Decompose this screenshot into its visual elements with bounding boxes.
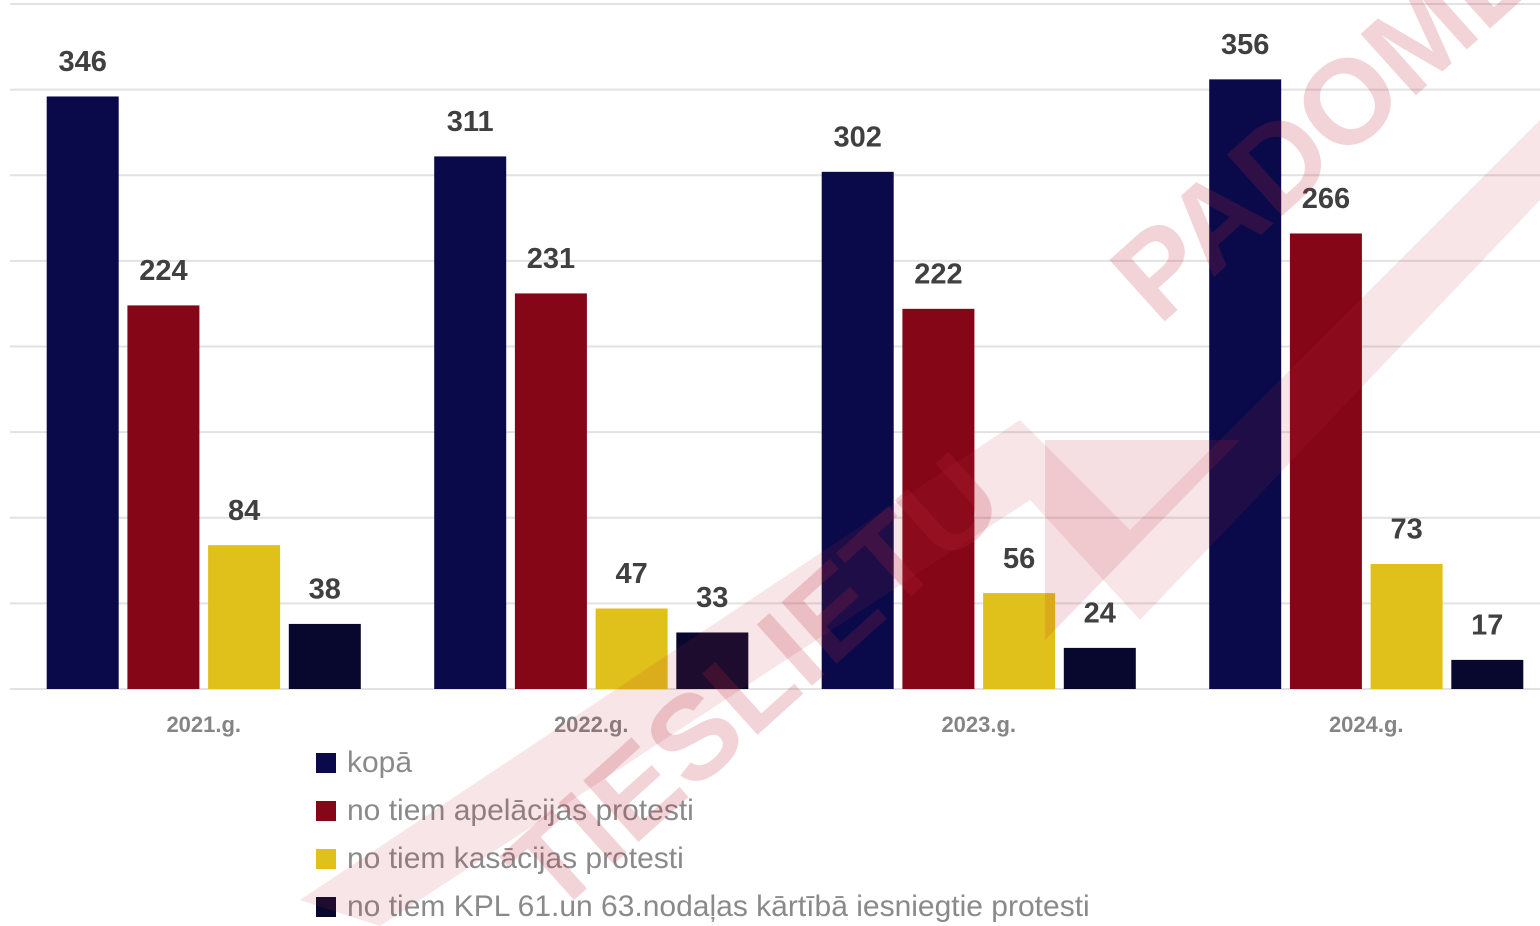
bar <box>902 308 975 689</box>
bar <box>1289 233 1362 689</box>
value-label: 356 <box>1221 29 1269 61</box>
value-label: 266 <box>1302 183 1350 215</box>
value-label: 17 <box>1471 610 1503 642</box>
bar <box>595 608 668 689</box>
bar <box>1370 563 1443 689</box>
bar <box>676 632 749 689</box>
value-label: 224 <box>139 255 187 287</box>
bar <box>208 545 281 689</box>
value-label: 56 <box>1003 543 1035 575</box>
value-label: 311 <box>447 106 494 138</box>
legend-label: kopā <box>347 746 412 779</box>
x-tick-label: 2024.g. <box>1329 712 1404 737</box>
bar <box>514 293 587 689</box>
legend-swatch <box>316 753 336 773</box>
legend-label: no tiem kasācijas protesti <box>347 842 684 875</box>
value-label: 222 <box>914 258 962 290</box>
legend-label: no tiem apelācijas protesti <box>347 794 694 827</box>
bar <box>1063 647 1136 689</box>
value-label: 346 <box>59 46 107 78</box>
x-tick-label: 2022.g. <box>554 712 629 737</box>
value-label: 24 <box>1084 598 1116 630</box>
value-label: 47 <box>615 558 647 590</box>
bar <box>46 96 119 690</box>
bar <box>1209 79 1282 690</box>
bar <box>127 305 200 689</box>
bar <box>983 593 1056 689</box>
value-label: 38 <box>309 574 341 606</box>
bar <box>288 623 361 689</box>
value-label: 302 <box>834 121 882 153</box>
bar <box>1451 659 1524 689</box>
value-label: 84 <box>228 495 260 527</box>
legend-swatch <box>316 801 336 821</box>
x-tick-label: 2023.g. <box>941 712 1016 737</box>
x-tick-label: 2021.g. <box>166 712 241 737</box>
legend-swatch <box>316 897 336 917</box>
legend-label: no tiem KPL 61.un 63.nodaļas kārtībā ies… <box>347 890 1090 923</box>
value-label: 231 <box>527 243 575 275</box>
value-label: 33 <box>696 582 728 614</box>
bar <box>821 171 894 689</box>
bar <box>434 156 507 690</box>
value-label: 73 <box>1390 514 1422 546</box>
legend-swatch <box>316 849 336 869</box>
watermark-shape <box>300 120 1540 926</box>
watermark-shape <box>1045 440 1240 640</box>
